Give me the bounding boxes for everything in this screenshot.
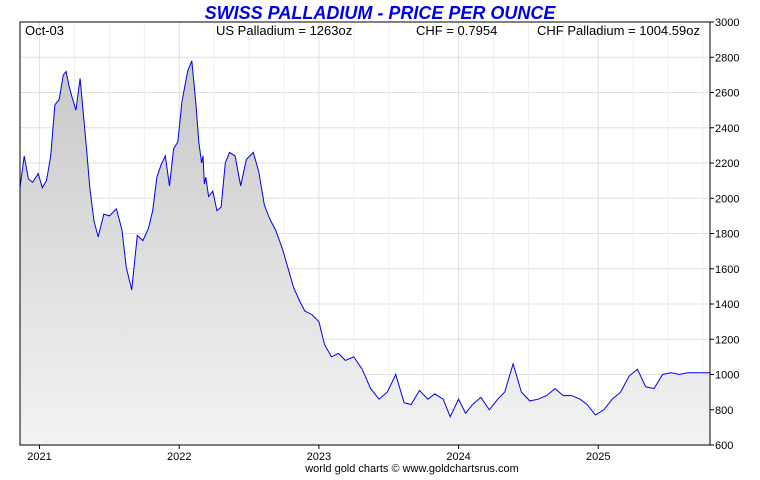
- y-tick-label: 2400: [715, 123, 739, 135]
- y-axis: 600 800 1000 1200 1400 1600 1800 2000 2200 2400 26…: [710, 17, 739, 452]
- footer-credit: world gold charts © www.goldchartsrus.co…: [304, 463, 519, 475]
- y-tick-label: 2200: [715, 158, 739, 170]
- y-tick-label: 2600: [715, 88, 739, 100]
- header-date: Oct-03: [25, 23, 64, 38]
- x-tick-label: 2024: [446, 451, 470, 463]
- chart-title: SWISS PALLADIUM - PRICE PER OUNCE: [205, 3, 557, 23]
- y-tick-label: 3000: [715, 17, 739, 29]
- y-tick-label: 2800: [715, 52, 739, 64]
- header-fx-rate: CHF = 0.7954: [416, 23, 497, 38]
- y-tick-label: 800: [715, 405, 733, 417]
- y-tick-label: 1800: [715, 229, 739, 241]
- header-chf-price: CHF Palladium = 1004.59oz: [537, 23, 700, 38]
- x-tick-label: 2021: [27, 451, 51, 463]
- x-tick-label: 2023: [307, 451, 331, 463]
- price-area: [20, 60, 710, 446]
- y-tick-label: 1400: [715, 299, 739, 311]
- y-tick-label: 600: [715, 440, 733, 452]
- y-tick-label: 1200: [715, 334, 739, 346]
- header-us-price: US Palladium = 1263oz: [216, 23, 352, 38]
- x-axis: 2021 2022 2023 2024 2025: [27, 445, 611, 463]
- y-tick-label: 1000: [715, 370, 739, 382]
- x-tick-label: 2025: [586, 451, 610, 463]
- y-tick-label: 2000: [715, 193, 739, 205]
- price-line: [19, 60, 710, 419]
- x-tick-label: 2022: [167, 451, 191, 463]
- y-tick-label: 1600: [715, 264, 739, 276]
